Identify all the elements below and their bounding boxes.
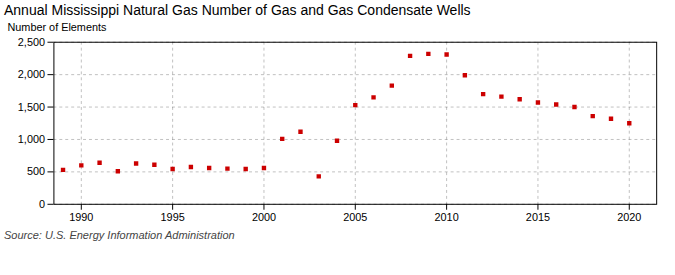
svg-text:1990: 1990	[69, 211, 93, 223]
svg-text:Number of Elements: Number of Elements	[7, 21, 107, 33]
html-text:Source: U.S. Energy Informatio: Source: U.S. Energy Information Administ…	[4, 229, 235, 242]
svg-text:2020: 2020	[617, 211, 641, 223]
svg-text:2010: 2010	[435, 211, 459, 223]
html-text:Annual Mississippi Natural Gas: Annual Mississippi Natural Gas Number of…	[4, 2, 471, 18]
svg-text:1,000: 1,000	[18, 133, 45, 145]
svg-text:1,500: 1,500	[18, 101, 45, 113]
svg-text:500: 500	[27, 165, 45, 177]
svg-text:2000: 2000	[252, 211, 276, 223]
svg-text:2,000: 2,000	[18, 68, 45, 80]
svg-text:1995: 1995	[161, 211, 185, 223]
svg-text:2005: 2005	[343, 211, 367, 223]
svg-text:2015: 2015	[526, 211, 550, 223]
svg-text:0: 0	[39, 198, 45, 210]
svg-text:2,500: 2,500	[18, 36, 45, 48]
